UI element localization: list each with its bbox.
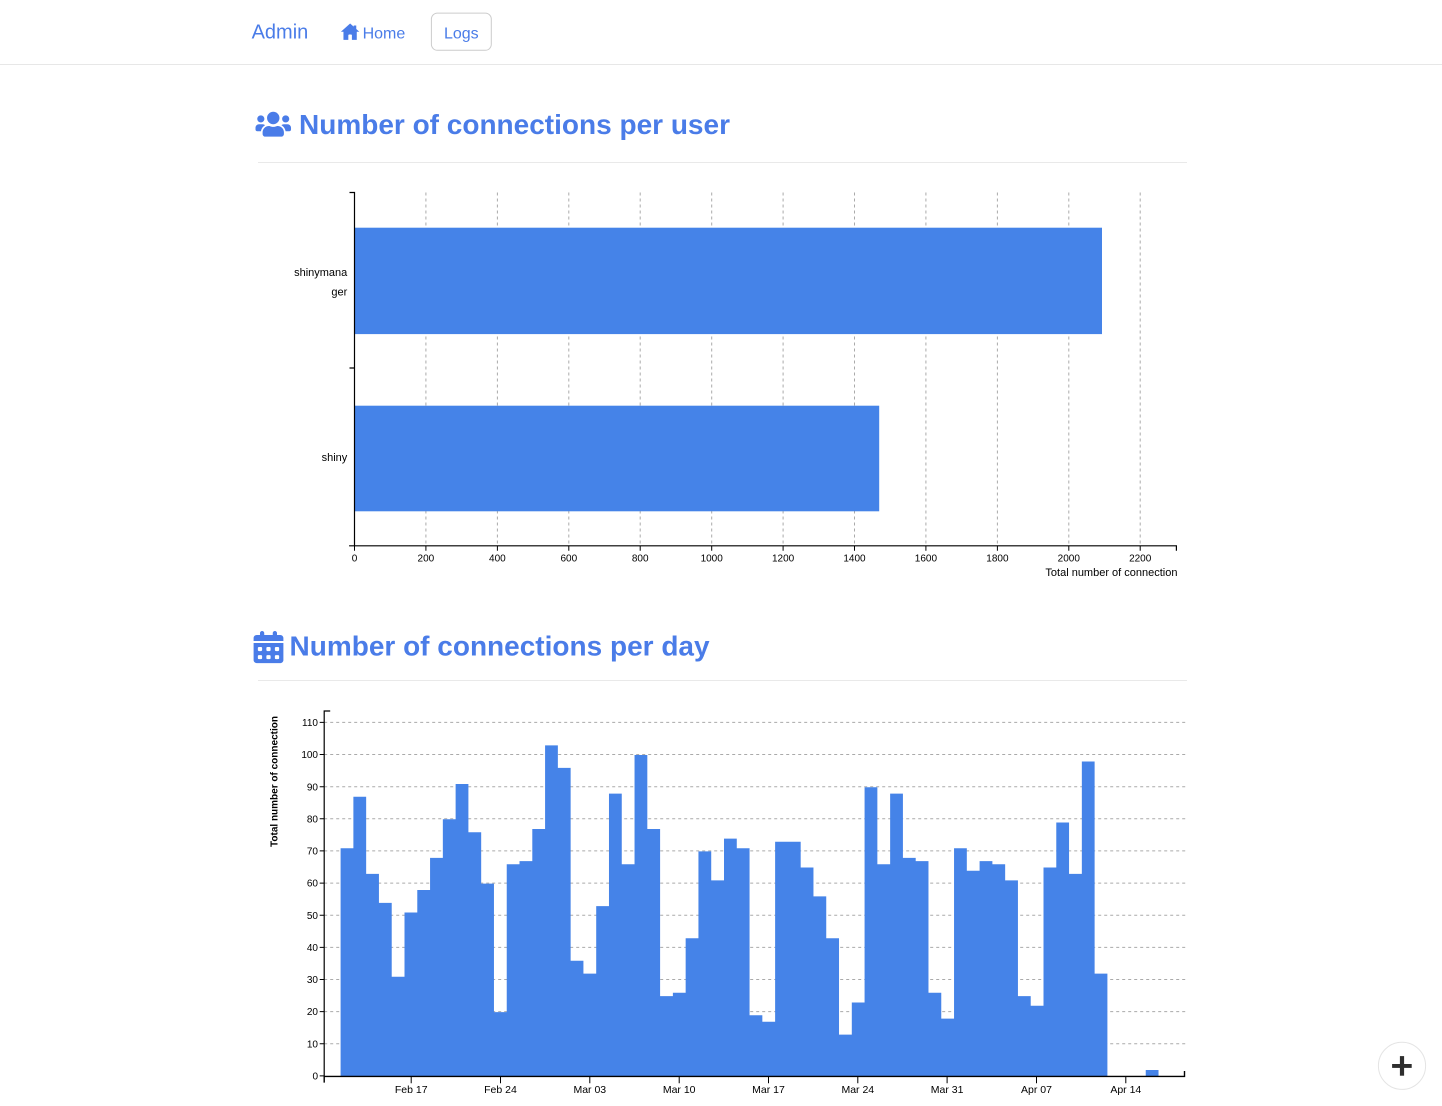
svg-text:Number of connections per user: Number of connections per user [299, 109, 730, 140]
svg-text:Apr 14: Apr 14 [1110, 1084, 1141, 1096]
svg-text:Home: Home [363, 26, 406, 43]
svg-text:600: 600 [560, 554, 577, 565]
svg-text:Mar 17: Mar 17 [752, 1084, 785, 1096]
svg-text:Mar 31: Mar 31 [931, 1084, 964, 1096]
svg-text:Total number of connection: Total number of connection [1045, 567, 1177, 579]
svg-text:60: 60 [307, 879, 319, 890]
svg-text:200: 200 [418, 554, 435, 565]
svg-text:70: 70 [307, 847, 319, 858]
svg-text:1400: 1400 [843, 554, 866, 565]
svg-text:80: 80 [307, 814, 319, 825]
svg-text:30: 30 [307, 975, 319, 986]
svg-text:40: 40 [307, 943, 319, 954]
svg-text:ger: ger [331, 286, 347, 298]
svg-text:shinymana: shinymana [294, 267, 348, 279]
svg-text:Feb 24: Feb 24 [484, 1084, 517, 1096]
svg-text:100: 100 [301, 750, 318, 761]
svg-text:Admin: Admin [252, 22, 309, 44]
svg-text:Logs: Logs [444, 25, 479, 42]
svg-text:1200: 1200 [772, 554, 795, 565]
svg-text:shiny: shiny [322, 452, 348, 464]
svg-text:Mar 10: Mar 10 [663, 1084, 696, 1096]
svg-text:1000: 1000 [701, 554, 724, 565]
svg-text:800: 800 [632, 554, 649, 565]
svg-text:90: 90 [307, 782, 319, 793]
svg-text:20: 20 [307, 1007, 319, 1018]
svg-text:0: 0 [312, 1072, 318, 1083]
svg-text:2000: 2000 [1058, 554, 1081, 565]
svg-text:1600: 1600 [915, 554, 938, 565]
svg-text:0: 0 [352, 554, 358, 565]
svg-text:400: 400 [489, 554, 506, 565]
svg-text:Feb 17: Feb 17 [395, 1084, 428, 1096]
svg-text:Apr 07: Apr 07 [1021, 1084, 1052, 1096]
svg-text:Mar 24: Mar 24 [841, 1084, 874, 1096]
svg-text:2200: 2200 [1129, 554, 1152, 565]
svg-text:Number of connections per day: Number of connections per day [290, 631, 710, 662]
svg-text:50: 50 [307, 911, 319, 922]
svg-text:Total number of connection: Total number of connection [270, 716, 281, 847]
svg-text:10: 10 [307, 1039, 319, 1050]
svg-text:1800: 1800 [986, 554, 1009, 565]
svg-text:110: 110 [302, 718, 318, 729]
svg-text:Mar 03: Mar 03 [573, 1084, 606, 1096]
